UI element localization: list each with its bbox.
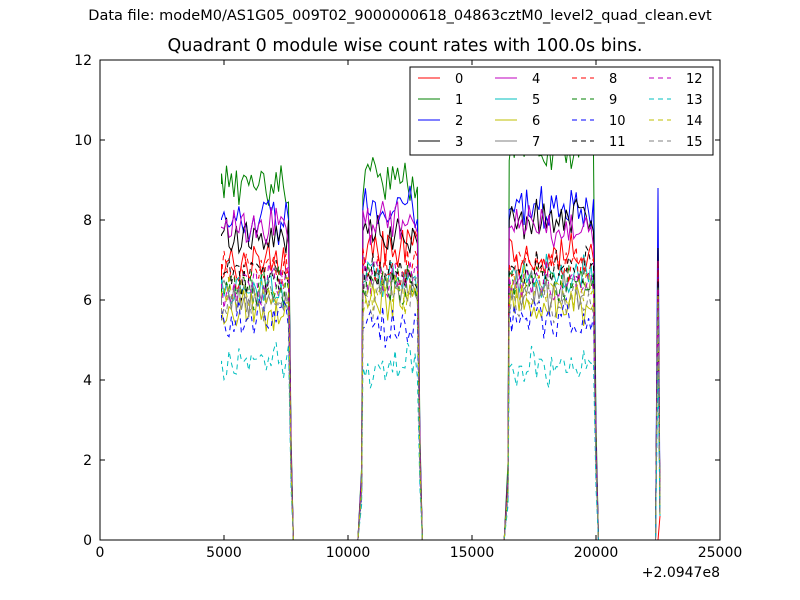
series-line-1: [221, 131, 661, 541]
x-tick-label: 5000: [206, 545, 242, 561]
series-lines: [221, 131, 661, 541]
series-line-6: [221, 275, 661, 541]
legend-label-2: 2: [455, 114, 463, 129]
legend-label-0: 0: [455, 72, 463, 87]
series-line-11: [221, 245, 661, 541]
legend-label-9: 9: [609, 93, 617, 108]
series-line-12: [221, 258, 661, 541]
legend-label-13: 13: [686, 93, 703, 108]
legend-label-5: 5: [532, 93, 540, 108]
series-line-4: [221, 201, 661, 541]
legend-label-10: 10: [609, 114, 626, 129]
series-line-14: [221, 264, 661, 541]
series-line-9: [221, 263, 661, 541]
legend-label-12: 12: [686, 72, 703, 87]
x-axis: 0 5000 10000 15000 20000 25000: [96, 60, 743, 561]
legend-box: [409, 66, 714, 156]
y-tick-label: 0: [83, 533, 92, 549]
x-tick-label: 15000: [450, 545, 495, 561]
x-axis-offset-label: +2.0947e8: [642, 565, 720, 581]
legend-label-8: 8: [609, 72, 617, 87]
legend-label-15: 15: [686, 135, 703, 150]
x-tick-label: 0: [96, 545, 105, 561]
y-tick-label: 10: [74, 133, 92, 149]
legend-label-4: 4: [532, 72, 540, 87]
legend-label-6: 6: [532, 114, 540, 129]
x-tick-label: 25000: [698, 545, 743, 561]
legend-label-3: 3: [455, 135, 463, 150]
y-tick-label: 2: [83, 453, 92, 469]
series-line-8: [221, 246, 661, 541]
x-tick-label: 10000: [326, 545, 371, 561]
legend-label-11: 11: [609, 135, 626, 150]
x-tick-label: 20000: [574, 545, 619, 561]
legend-label-14: 14: [686, 114, 703, 129]
series-line-2: [221, 185, 661, 541]
y-tick-label: 8: [83, 213, 92, 229]
y-tick-label: 6: [83, 293, 92, 309]
y-tick-label: 12: [74, 53, 92, 69]
figure-suptitle: Data file: modeM0/AS1G05_009T02_90000006…: [88, 8, 712, 24]
series-line-15: [221, 272, 661, 541]
series-line-3: [221, 198, 661, 541]
legend-label-7: 7: [532, 135, 540, 150]
chart-title: Quadrant 0 module wise count rates with …: [167, 36, 643, 56]
y-tick-label: 4: [83, 373, 92, 389]
series-line-13: [221, 342, 661, 541]
series-line-10: [221, 296, 661, 541]
legend-label-1: 1: [455, 93, 463, 108]
